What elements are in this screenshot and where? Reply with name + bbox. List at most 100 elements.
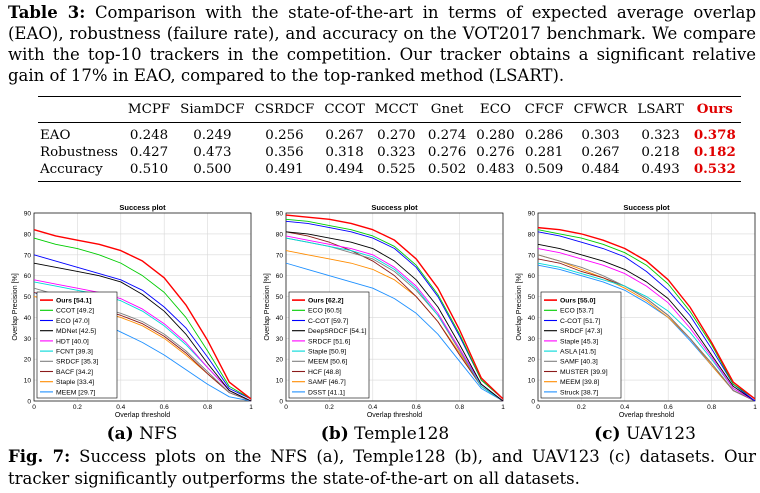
figure-caption-text: Success plots on the NFS (a), Temple128 … — [8, 447, 756, 488]
table-cell: 0.427 — [129, 145, 169, 160]
y-tick-label: 40 — [276, 315, 284, 322]
table-cell: 0.256 — [265, 128, 304, 143]
y-axis-label: Overlap Precision [%] — [516, 273, 523, 340]
legend-entry: HDT [40.0] — [56, 338, 89, 345]
success-plot-temple128: 0 10 20 30 40 50 60 70 80 90 0 0.2 0.4 0.6 0.8 1 Success… — [256, 200, 505, 422]
x-tick-label: 0.6 — [664, 404, 673, 411]
subfigure-caption-b: (b) Temple128 — [300, 424, 470, 444]
series-line — [537, 248, 756, 402]
x-tick-label: 0.2 — [325, 404, 334, 411]
table-cell: 0.248 — [129, 128, 169, 143]
table-cell: 0.318 — [325, 145, 364, 160]
legend-entry: SRDCF [51.6] — [308, 338, 350, 345]
table-caption: Table 3: Comparison with the state-of-th… — [8, 2, 756, 86]
table-cell: 0.267 — [325, 128, 364, 143]
y-tick-label: 70 — [276, 252, 284, 259]
legend-entry: ASLA [41.5] — [560, 349, 596, 356]
y-tick-label: 10 — [24, 378, 32, 385]
subfigure-text: NFS — [139, 424, 178, 444]
success-plot-uav123: 0 10 20 30 40 50 60 70 80 90 0 0.2 0.4 0.6 0.8 1 Success… — [508, 200, 757, 422]
table-cell: 0.303 — [581, 128, 620, 143]
table-cell: 0.502 — [422, 161, 472, 182]
x-tick-label: 0.8 — [203, 404, 212, 411]
table-cell: 0.323 — [641, 128, 680, 143]
table-column-header: Gnet — [422, 96, 472, 123]
y-tick-label: 90 — [276, 211, 284, 218]
legend: Ours [54.1] CCOT [49.2] ECO [47.0] MDNet [4… — [36, 291, 118, 399]
x-axis-label: Overlap threshold — [367, 412, 422, 419]
series-lines — [537, 226, 756, 402]
table-header-row: MCPF SiamDCF CSRDCF CCOT MCCT Gnet ECO C… — [38, 96, 741, 123]
table-cell-best: 0.532 — [688, 161, 741, 182]
legend-entry: MEEM [29.7] — [56, 389, 95, 396]
table-cell: 0.500 — [175, 161, 250, 182]
y-tick-label: 20 — [24, 357, 32, 364]
subfigure-label: (c) — [594, 424, 621, 444]
table-cell-best: 0.378 — [693, 127, 736, 143]
y-tick-label: 90 — [528, 211, 536, 218]
legend-entry: ECO [60.5] — [308, 308, 342, 315]
series-line — [33, 229, 252, 400]
y-tick-label: 0 — [531, 399, 535, 406]
y-axis-label: Overlap Precision [%] — [264, 273, 271, 340]
x-tick-label: 0 — [536, 404, 540, 411]
subfigure-label: (a) — [106, 424, 134, 444]
table-column-header: LSART — [632, 96, 689, 123]
chart-svg: 0 10 20 30 40 50 60 70 80 90 0 0.2 0.4 0.6 0.8 1 Success… — [12, 203, 253, 419]
x-tick-label: 0 — [32, 404, 36, 411]
legend-entry: MEEM [50.6] — [308, 359, 347, 366]
x-axis-label: Overlap threshold — [115, 412, 170, 419]
series-line — [33, 254, 252, 400]
table-row-label: EAO — [40, 128, 71, 143]
series-line — [537, 229, 756, 400]
table-cell: 0.356 — [265, 145, 304, 160]
table-cell: 0.483 — [471, 161, 520, 182]
series-line — [285, 235, 504, 402]
x-tick-label: 0.6 — [412, 404, 421, 411]
x-tick-label: 1 — [501, 404, 505, 411]
table-cell: 0.276 — [476, 145, 515, 160]
table-row-label: Robustness — [40, 145, 118, 160]
figure-caption: Fig. 7: Success plots on the NFS (a), Te… — [8, 446, 756, 490]
y-tick-label: 50 — [276, 294, 284, 301]
subfigure-text: UAV123 — [625, 424, 696, 444]
legend-entry: Staple [50.9] — [308, 349, 346, 356]
table-cell: 0.249 — [193, 128, 232, 143]
success-plot-nfs: 0 10 20 30 40 50 60 70 80 90 0 0.2 0.4 0.6 0.8 1 Success… — [4, 200, 253, 422]
table-column-header: MCCT — [369, 96, 423, 123]
plot-frame — [537, 212, 756, 402]
legend-entry: Ours [62.2] — [308, 298, 344, 305]
chart-svg: 0 10 20 30 40 50 60 70 80 90 0 0.2 0.4 0.6 0.8 1 Success… — [516, 203, 757, 419]
series-line — [537, 254, 756, 402]
table-column-header-ours: Ours — [688, 96, 741, 123]
series-line — [33, 262, 252, 402]
y-tick-label: 90 — [24, 211, 32, 218]
table-cell: 0.525 — [369, 161, 423, 182]
table-column-header: CSRDCF — [249, 96, 320, 123]
legend-entry: MUSTER [39.9] — [560, 369, 608, 376]
x-tick-label: 0.4 — [368, 404, 377, 411]
chart-title: Success plot — [623, 203, 670, 212]
series-line — [537, 254, 756, 402]
table-caption-label: Table 3: — [8, 3, 86, 22]
subfigure-caption-a: (a) NFS — [72, 424, 212, 444]
table-column-header: MCPF — [122, 96, 176, 123]
x-tick-label: 0.4 — [116, 404, 125, 411]
x-tick-label: 0.2 — [73, 404, 82, 411]
legend-entry: Staple [33.4] — [56, 379, 94, 386]
table-column-header: CFWCR — [568, 96, 633, 123]
y-tick-label: 30 — [528, 336, 536, 343]
table-cell: 0.323 — [377, 145, 416, 160]
series-line — [285, 262, 504, 402]
series-line — [33, 279, 252, 402]
table-cell: 0.267 — [581, 145, 620, 160]
series-line — [537, 231, 756, 402]
table-cell: 0.218 — [641, 145, 680, 160]
table-column-header: ECO — [471, 96, 520, 123]
table-row: Accuracy 0.510 0.500 0.491 0.494 0.525 0… — [38, 161, 741, 182]
chart-svg: 0 10 20 30 40 50 60 70 80 90 0 0.2 0.4 0.6 0.8 1 Success… — [264, 203, 505, 419]
legend-entry: Ours [55.0] — [560, 298, 596, 305]
y-tick-label: 80 — [276, 231, 284, 238]
series-line — [285, 250, 504, 402]
legend-entry: C-COT [51.7] — [560, 318, 600, 325]
